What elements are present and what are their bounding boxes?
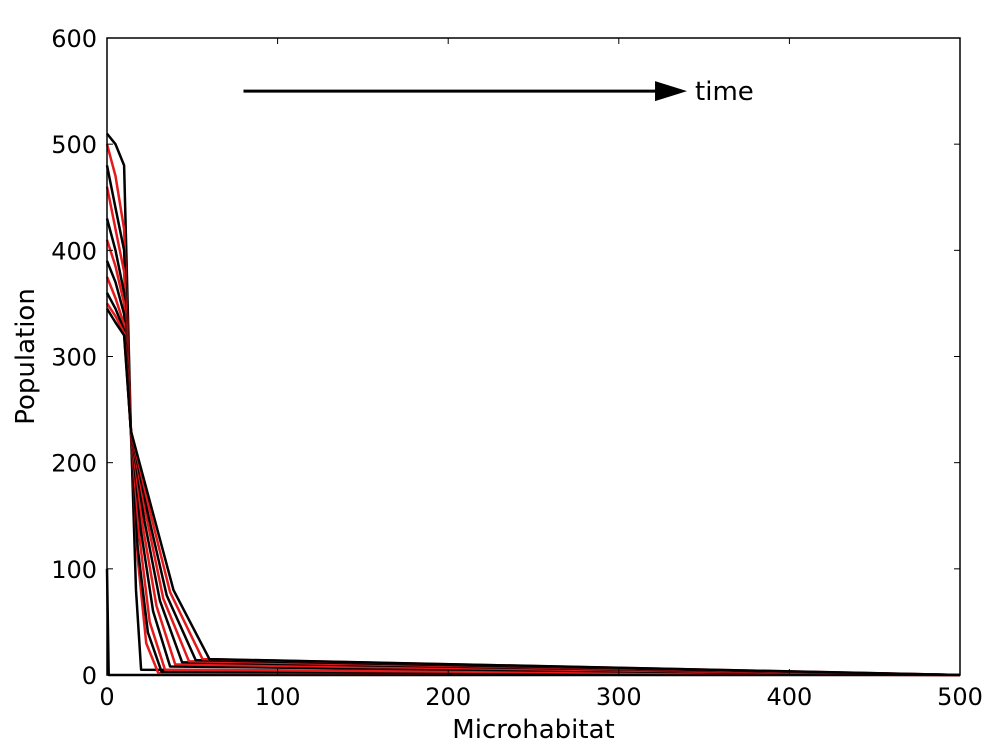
population-profile-line [105, 186, 961, 677]
population-profile-line [105, 218, 961, 677]
x-tick-label: 300 [596, 683, 642, 711]
population-profile-line [105, 302, 961, 677]
y-axis-ticks: 0 100 200 300 400 500 600 [51, 25, 960, 690]
time-arrow-head [655, 81, 688, 102]
x-tick-label: 400 [766, 683, 812, 711]
x-tick-label: 0 [99, 683, 114, 711]
population-profile-line [105, 308, 961, 677]
x-tick-label: 100 [255, 683, 301, 711]
y-tick-label: 0 [82, 662, 97, 690]
x-axis-label: Microhabitat [452, 715, 614, 745]
y-tick-label: 600 [51, 25, 97, 53]
population-profile-line [105, 239, 961, 677]
population-profile-line [105, 260, 961, 677]
y-axis-label: Population [11, 288, 41, 425]
population-profile-line [105, 143, 961, 677]
time-annotation: time [243, 77, 754, 107]
population-profile-line [105, 292, 961, 677]
y-tick-label: 500 [51, 131, 97, 159]
plot-area [105, 132, 961, 677]
x-axis-ticks: 0 100 200 300 400 500 [99, 38, 983, 711]
population-profile-line [105, 165, 961, 677]
y-tick-label: 300 [51, 344, 97, 372]
population-profile-line [106, 132, 961, 677]
y-tick-label: 400 [51, 237, 97, 265]
y-tick-label: 200 [51, 450, 97, 478]
population-profile-line [105, 276, 961, 677]
y-tick-label: 100 [51, 556, 97, 584]
plot-frame [106, 37, 961, 676]
x-tick-label: 200 [425, 683, 471, 711]
time-annotation-label: time [695, 77, 754, 107]
x-tick-label: 500 [937, 683, 983, 711]
